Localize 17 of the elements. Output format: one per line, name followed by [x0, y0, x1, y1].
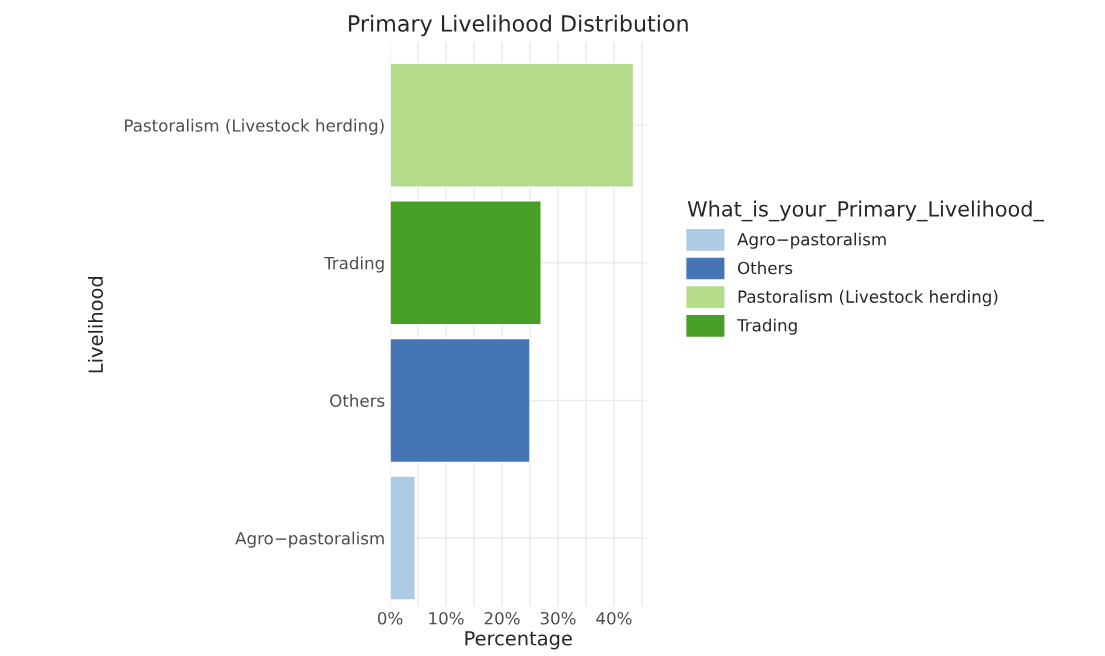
y-tick-label: Others [330, 394, 385, 407]
legend-label: Pastoralism (Livestock herding) [738, 290, 998, 307]
x-tick-label: 20% [484, 611, 520, 625]
x-tick-label: 0% [377, 611, 403, 625]
y-tick-label: Trading [324, 256, 384, 273]
legend-title: What_is_your_Primary_Livelihood_ [687, 200, 1045, 222]
y-axis-title: Livelihood [87, 277, 103, 373]
x-tick-label: 10% [429, 611, 464, 625]
x-tick-label: 40% [596, 611, 632, 625]
legend-label: Trading [737, 318, 797, 335]
legend-label: Others [738, 261, 793, 275]
chart-title: Primary Livelihood Distribution [349, 14, 688, 37]
legend-label: Agro−pastoralism [737, 232, 886, 249]
x-axis-title: Percentage [465, 631, 572, 650]
x-tick-label: 30% [540, 611, 576, 625]
y-tick-label: Agro−pastoralism [235, 531, 384, 548]
y-tick-label: Pastoralism (Livestock herding) [125, 118, 384, 135]
